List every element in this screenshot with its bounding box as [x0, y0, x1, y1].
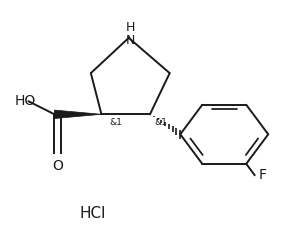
Text: HO: HO	[15, 94, 36, 108]
Text: O: O	[52, 159, 63, 173]
Text: N: N	[125, 34, 135, 47]
Text: &1: &1	[109, 118, 122, 127]
Text: HCl: HCl	[79, 206, 106, 221]
Text: H: H	[125, 21, 135, 34]
Text: F: F	[258, 168, 266, 182]
Text: &1: &1	[155, 118, 167, 127]
Polygon shape	[54, 110, 102, 119]
